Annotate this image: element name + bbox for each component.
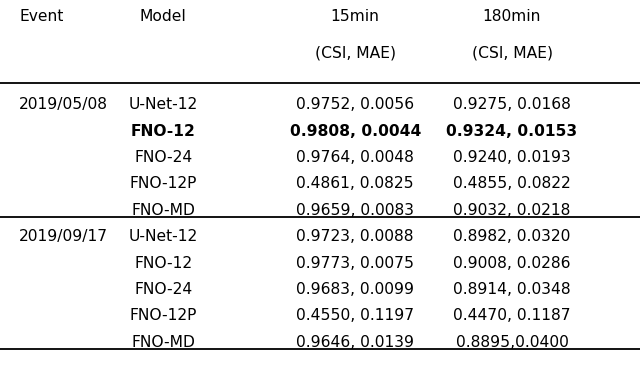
Text: 0.4550, 0.1197: 0.4550, 0.1197 xyxy=(296,309,414,323)
Text: 0.4855, 0.0822: 0.4855, 0.0822 xyxy=(453,177,571,191)
Text: FNO-MD: FNO-MD xyxy=(131,203,195,218)
Text: FNO-12: FNO-12 xyxy=(131,124,196,138)
Text: 0.4470, 0.1187: 0.4470, 0.1187 xyxy=(453,309,571,323)
Text: FNO-MD: FNO-MD xyxy=(131,335,195,350)
Text: 2019/09/17: 2019/09/17 xyxy=(19,229,108,244)
Text: 0.9723, 0.0088: 0.9723, 0.0088 xyxy=(296,229,414,244)
Text: 0.9275, 0.0168: 0.9275, 0.0168 xyxy=(453,97,571,112)
Text: Model: Model xyxy=(140,9,187,24)
Text: FNO-24: FNO-24 xyxy=(134,150,193,165)
Text: U-Net-12: U-Net-12 xyxy=(129,229,198,244)
Text: 0.9808, 0.0044: 0.9808, 0.0044 xyxy=(289,124,421,138)
Text: FNO-12P: FNO-12P xyxy=(129,309,197,323)
Text: 0.9008, 0.0286: 0.9008, 0.0286 xyxy=(453,256,571,270)
Text: 0.8914, 0.0348: 0.8914, 0.0348 xyxy=(453,282,571,297)
Text: (CSI, MAE): (CSI, MAE) xyxy=(315,46,396,61)
Text: 0.9240, 0.0193: 0.9240, 0.0193 xyxy=(453,150,571,165)
Text: 0.9752, 0.0056: 0.9752, 0.0056 xyxy=(296,97,414,112)
Text: FNO-24: FNO-24 xyxy=(134,282,193,297)
Text: 180min: 180min xyxy=(483,9,541,24)
Text: Event: Event xyxy=(19,9,63,24)
Text: U-Net-12: U-Net-12 xyxy=(129,97,198,112)
Text: 0.9659, 0.0083: 0.9659, 0.0083 xyxy=(296,203,414,218)
Text: 0.9032, 0.0218: 0.9032, 0.0218 xyxy=(453,203,571,218)
Text: 0.9683, 0.0099: 0.9683, 0.0099 xyxy=(296,282,414,297)
Text: 0.4861, 0.0825: 0.4861, 0.0825 xyxy=(296,177,414,191)
Text: 0.9773, 0.0075: 0.9773, 0.0075 xyxy=(296,256,414,270)
Text: FNO-12: FNO-12 xyxy=(134,256,192,270)
Text: 0.9764, 0.0048: 0.9764, 0.0048 xyxy=(296,150,414,165)
Text: FNO-12P: FNO-12P xyxy=(129,177,197,191)
Text: 0.9324, 0.0153: 0.9324, 0.0153 xyxy=(447,124,577,138)
Text: 15min: 15min xyxy=(331,9,380,24)
Text: (CSI, MAE): (CSI, MAE) xyxy=(472,46,552,61)
Text: 0.8982, 0.0320: 0.8982, 0.0320 xyxy=(453,229,571,244)
Text: 0.9646, 0.0139: 0.9646, 0.0139 xyxy=(296,335,414,350)
Text: 2019/05/08: 2019/05/08 xyxy=(19,97,108,112)
Text: 0.8895,0.0400: 0.8895,0.0400 xyxy=(456,335,568,350)
